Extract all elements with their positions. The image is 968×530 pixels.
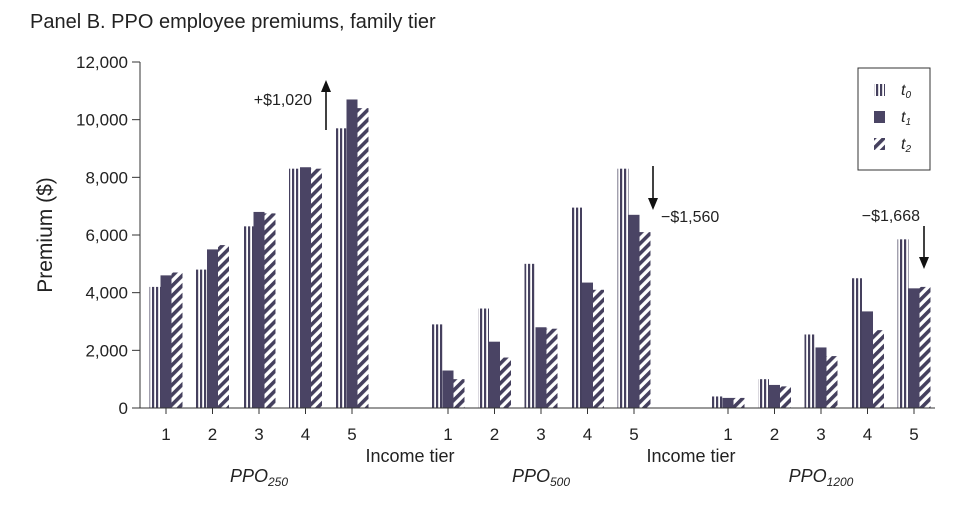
group-label: PPO250	[230, 466, 288, 489]
bar-t2	[357, 108, 369, 408]
bar-t0	[478, 308, 489, 408]
x-tick-label: 5	[909, 425, 918, 444]
annotation-arrowhead	[648, 198, 658, 210]
bar-t1	[862, 311, 873, 408]
bar-t0	[242, 226, 254, 408]
y-tick-label: 8,000	[85, 168, 128, 187]
annotation-label: +$1,020	[254, 92, 312, 109]
bar-t2	[873, 330, 884, 408]
x-tick-label: 3	[254, 425, 263, 444]
legend-label-t1: t1	[901, 109, 911, 128]
bar-t1	[769, 384, 780, 408]
bar-t2	[593, 289, 604, 408]
bar-t0	[431, 324, 443, 408]
bar-t1	[207, 249, 218, 408]
bar-t2	[500, 357, 511, 408]
x-tick-label: 1	[161, 425, 170, 444]
x-tick-label: 2	[490, 425, 499, 444]
x-axis-title: Income tier	[365, 446, 454, 466]
bar-t1	[815, 347, 827, 408]
legend-swatch-t1	[874, 111, 885, 123]
x-tick-label: 2	[208, 425, 217, 444]
bar-t2	[733, 397, 745, 408]
bar-t1	[160, 275, 172, 408]
y-axis-title: Premium ($)	[34, 177, 57, 293]
bar-t0	[335, 128, 347, 409]
bar-t1	[582, 282, 593, 408]
bar-t0	[149, 286, 161, 408]
x-tick-label: 1	[443, 425, 452, 444]
x-tick-label: 3	[816, 425, 825, 444]
annotation-arrowhead	[919, 257, 929, 269]
legend-swatch-t0	[874, 84, 885, 96]
bar-t1	[628, 214, 640, 408]
bar-t0	[196, 269, 207, 408]
bar-t0	[524, 263, 536, 408]
x-tick-label: 5	[347, 425, 356, 444]
bar-t2	[264, 213, 276, 408]
x-tick-label: 2	[770, 425, 779, 444]
bar-t0	[851, 278, 862, 408]
bar-t1	[300, 167, 311, 408]
bar-t2	[826, 356, 838, 408]
annotation-label: −$1,560	[661, 209, 719, 226]
annotation-arrowhead	[321, 80, 331, 92]
legend: t0 t1 t2	[857, 67, 931, 171]
bar-t2	[453, 379, 465, 408]
legend-label-t0: t0	[901, 82, 911, 101]
bar-t1	[722, 397, 734, 408]
bar-t0	[897, 239, 909, 408]
y-tick-label: 12,000	[76, 53, 128, 72]
x-tick-label: 4	[863, 425, 872, 444]
bar-t2	[919, 286, 931, 408]
group-label: PPO1200	[789, 466, 854, 489]
bar-t2	[311, 168, 322, 408]
bar-t2	[639, 232, 651, 408]
x-axis-title: Income tier	[646, 446, 735, 466]
x-tick-label: 3	[536, 425, 545, 444]
bar-t1	[489, 341, 500, 408]
group-label: PPO500	[512, 466, 570, 489]
annotations: +$1,020 −$1,560 −$1,668	[254, 80, 929, 269]
y-tick-label: 4,000	[85, 284, 128, 303]
chart-title: Panel B. PPO employee premiums, family t…	[30, 11, 436, 33]
x-axis: 1 2 3 4 5 PPO250 1 2 3 4 5 PPO500 1 2 3 4 5 PPO1200 Income…	[140, 407, 935, 489]
y-tick-label: 2,000	[85, 341, 128, 360]
y-axis: 0 2,000 4,000 6,000 8,000 10,000 12,000	[76, 53, 141, 418]
y-tick-label: 10,000	[76, 111, 128, 130]
bar-t2	[780, 386, 791, 408]
bar-t0	[289, 168, 300, 408]
x-tick-label: 5	[629, 425, 638, 444]
legend-box	[857, 67, 931, 171]
bar-t0	[571, 207, 582, 408]
legend-label-t2: t2	[901, 136, 911, 155]
bars	[149, 99, 931, 409]
y-tick-label: 6,000	[85, 226, 128, 245]
bar-t1	[908, 288, 920, 408]
bar-t1	[535, 327, 547, 408]
bar-t0	[758, 379, 769, 408]
annotation-label: −$1,668	[862, 208, 920, 225]
x-tick-label: 1	[723, 425, 732, 444]
bar-t2	[546, 328, 558, 408]
bar-t1	[253, 211, 265, 408]
bar-t0	[711, 396, 723, 408]
x-tick-label: 4	[301, 425, 310, 444]
bar-t0	[804, 334, 816, 408]
x-tick-label: 4	[583, 425, 592, 444]
legend-swatch-t2	[874, 138, 885, 150]
bar-t1	[442, 370, 454, 408]
bar-t1	[346, 99, 358, 408]
bar-t2	[171, 272, 183, 408]
y-tick-label: 0	[119, 399, 128, 418]
bar-t0	[617, 168, 629, 408]
bar-t2	[218, 245, 229, 408]
